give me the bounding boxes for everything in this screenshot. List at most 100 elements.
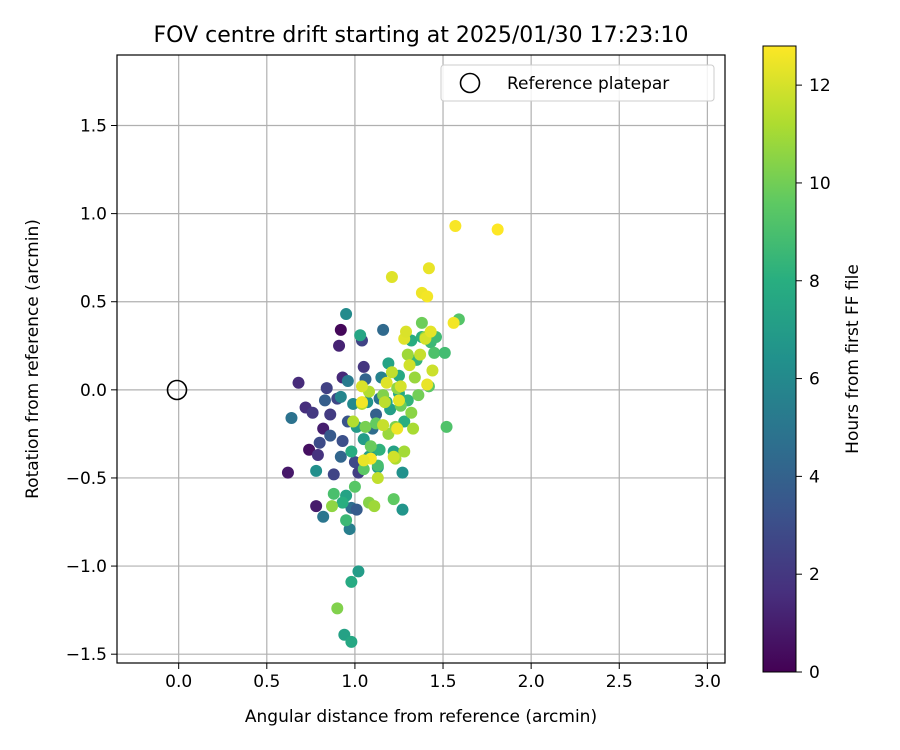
legend-marker-icon xyxy=(459,72,481,94)
chart-title: FOV centre drift starting at 2025/01/30 … xyxy=(154,23,689,48)
data-point xyxy=(491,223,504,236)
x-tick-label: 1.0 xyxy=(341,672,368,692)
colorbar-tick-label: 4 xyxy=(809,467,820,487)
data-point xyxy=(400,325,413,338)
colorbar: 0 2 4 6 8 10 12 Hours from first FF file xyxy=(762,45,863,683)
legend-box xyxy=(440,64,715,102)
data-point xyxy=(345,635,358,648)
data-point xyxy=(377,323,390,336)
data-point xyxy=(357,454,370,467)
data-point xyxy=(401,348,414,361)
data-point xyxy=(364,440,377,453)
colorbar-tick-label: 12 xyxy=(809,76,831,96)
data-point xyxy=(347,415,360,428)
reference-marker xyxy=(166,379,188,401)
data-point xyxy=(357,463,370,476)
data-point xyxy=(387,450,400,463)
data-point xyxy=(317,510,330,523)
data-point xyxy=(371,471,384,484)
data-point xyxy=(306,406,319,419)
data-point xyxy=(378,396,391,409)
data-point xyxy=(310,500,323,513)
data-point xyxy=(380,376,393,389)
data-point xyxy=(382,427,395,440)
y-tick-label: 0.5 xyxy=(80,293,107,313)
data-point xyxy=(318,394,331,407)
x-axis-label: Angular distance from reference (arcmin) xyxy=(245,707,597,727)
data-point xyxy=(426,364,439,377)
data-point xyxy=(415,316,428,329)
data-point xyxy=(334,323,347,336)
data-point xyxy=(422,262,435,275)
colorbar-tick-label: 0 xyxy=(809,663,820,683)
data-points xyxy=(281,219,504,648)
data-point xyxy=(320,382,333,395)
data-point xyxy=(285,412,298,425)
data-point xyxy=(407,422,420,435)
colorbar-tick-label: 2 xyxy=(809,565,820,585)
grid xyxy=(117,55,725,663)
data-point xyxy=(447,316,460,329)
data-point xyxy=(350,503,363,516)
data-point xyxy=(334,450,347,463)
data-point xyxy=(324,408,337,421)
data-point xyxy=(405,406,418,419)
data-point xyxy=(281,466,294,479)
data-point xyxy=(313,436,326,449)
x-tick-label: 0.0 xyxy=(165,672,192,692)
data-point xyxy=(327,468,340,481)
colorbar-tick-label: 10 xyxy=(809,174,831,194)
data-point xyxy=(412,389,425,402)
data-point xyxy=(396,503,409,516)
colorbar-gradient xyxy=(762,45,797,673)
colorbar-ticks: 0 2 4 6 8 10 12 xyxy=(796,76,831,683)
data-point xyxy=(438,346,451,359)
data-point xyxy=(394,380,407,393)
y-tick-label: 0.0 xyxy=(80,381,107,401)
data-point xyxy=(408,371,421,384)
data-point xyxy=(333,339,346,352)
data-point xyxy=(403,359,416,372)
legend: Reference platepar xyxy=(440,64,715,102)
data-point xyxy=(391,422,404,435)
colorbar-tick-label: 8 xyxy=(809,272,820,292)
data-point xyxy=(357,360,370,373)
data-point xyxy=(355,380,368,393)
data-point xyxy=(311,449,324,462)
y-tick-label: −1.5 xyxy=(66,645,107,665)
data-point xyxy=(340,514,353,527)
data-point xyxy=(326,500,339,513)
legend-label: Reference platepar xyxy=(507,74,669,94)
data-point xyxy=(340,308,353,321)
x-tick-label: 3.0 xyxy=(694,672,721,692)
data-point xyxy=(331,602,344,615)
data-point xyxy=(345,445,358,458)
x-axis-ticks: 0.0 0.5 1.0 1.5 2.0 2.5 3.0 xyxy=(165,663,721,692)
data-point xyxy=(352,565,365,578)
data-point xyxy=(392,394,405,407)
data-point xyxy=(449,219,462,232)
data-point xyxy=(336,496,349,509)
data-point xyxy=(324,429,337,442)
y-axis-label: Rotation from reference (arcmin) xyxy=(23,219,43,499)
data-point xyxy=(354,329,367,342)
data-point xyxy=(440,420,453,433)
data-point xyxy=(341,375,354,388)
data-point xyxy=(421,290,434,303)
x-tick-label: 2.0 xyxy=(518,672,545,692)
data-point xyxy=(414,348,427,361)
data-point xyxy=(359,420,372,433)
data-point xyxy=(385,271,398,284)
data-point xyxy=(421,378,434,391)
x-tick-label: 0.5 xyxy=(253,672,280,692)
data-point xyxy=(303,443,316,456)
data-point xyxy=(396,466,409,479)
colorbar-label: Hours from first FF file xyxy=(843,264,863,454)
data-point xyxy=(345,575,358,588)
data-point xyxy=(348,480,361,493)
data-point xyxy=(385,366,398,379)
data-point xyxy=(355,396,368,409)
data-point xyxy=(327,487,340,500)
data-point xyxy=(424,325,437,338)
